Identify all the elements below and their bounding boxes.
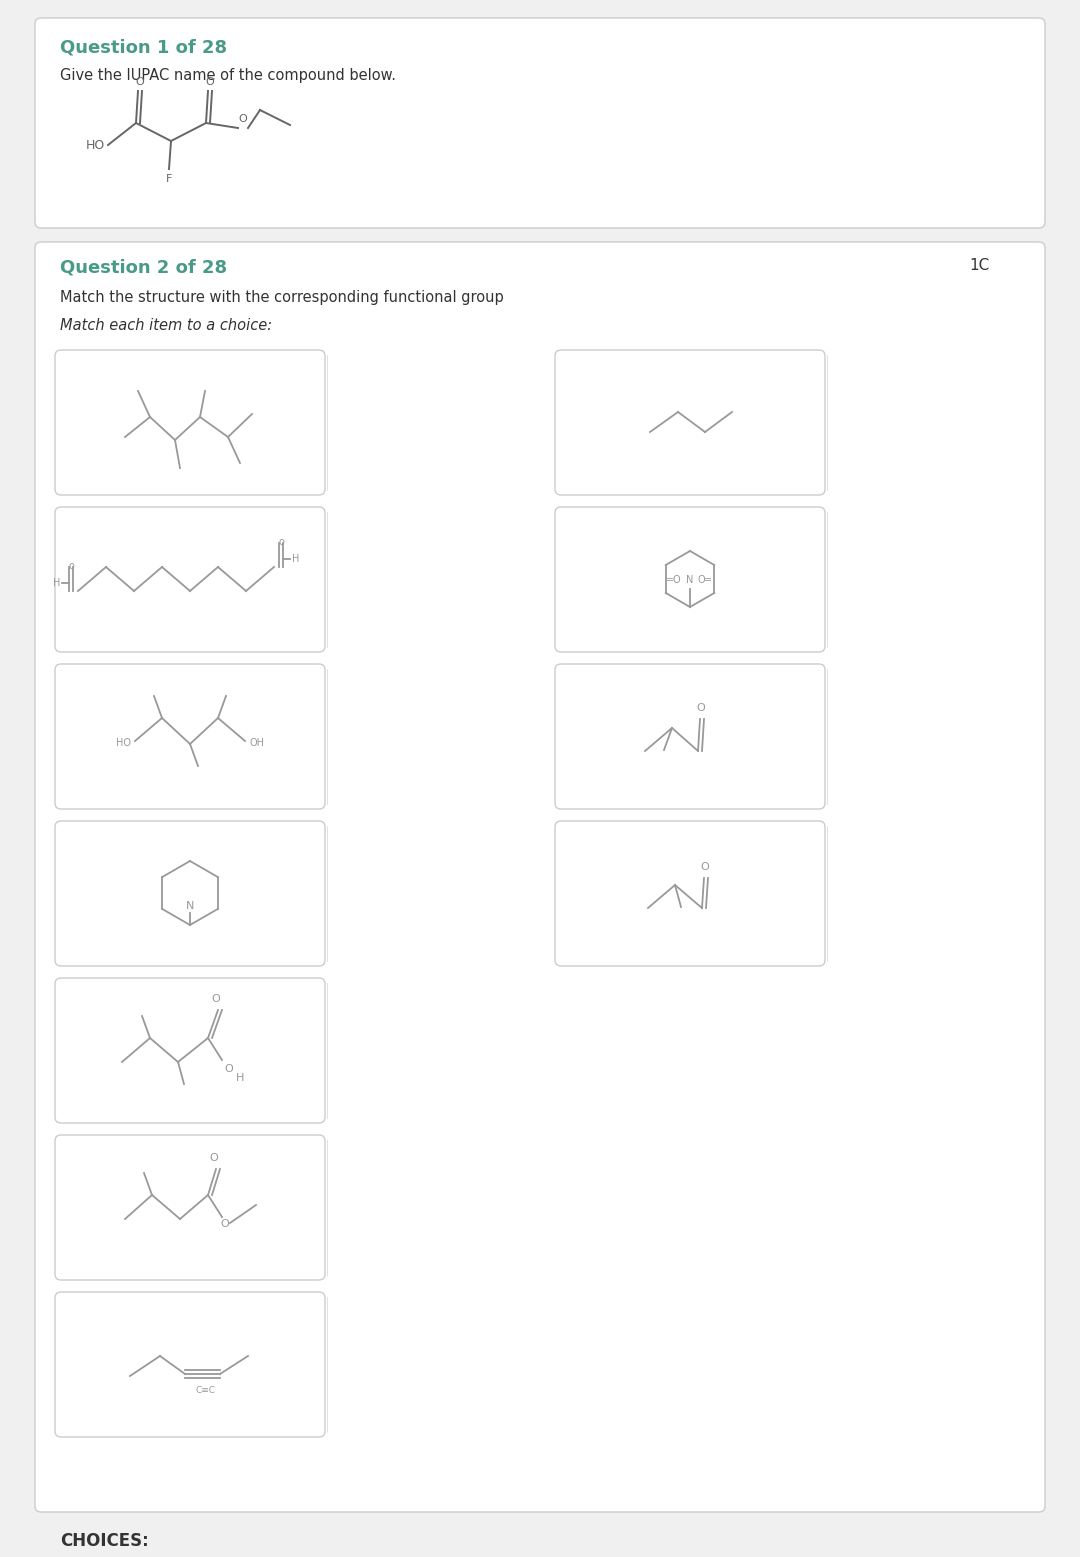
Text: =: = — [666, 575, 674, 585]
FancyBboxPatch shape — [55, 350, 325, 495]
Text: Question 1 of 28: Question 1 of 28 — [60, 37, 227, 56]
Text: O: O — [238, 114, 246, 125]
Text: HO: HO — [116, 738, 131, 747]
FancyBboxPatch shape — [555, 821, 825, 965]
Text: O: O — [220, 1219, 229, 1228]
FancyBboxPatch shape — [555, 350, 825, 495]
FancyBboxPatch shape — [555, 508, 825, 652]
Text: Question 2 of 28: Question 2 of 28 — [60, 258, 227, 276]
Text: O: O — [212, 993, 220, 1004]
Text: o: o — [68, 561, 73, 571]
Text: o: o — [278, 537, 284, 547]
Text: OH: OH — [249, 738, 264, 747]
Text: F: F — [166, 174, 172, 184]
Text: O: O — [701, 863, 710, 872]
Text: O: O — [698, 575, 705, 585]
Text: Match each item to a choice:: Match each item to a choice: — [60, 318, 272, 333]
Text: O: O — [136, 76, 145, 87]
Text: Match the structure with the corresponding functional group: Match the structure with the correspondi… — [60, 290, 503, 305]
FancyBboxPatch shape — [55, 1135, 325, 1280]
Text: C≡C: C≡C — [195, 1386, 215, 1395]
Text: H: H — [237, 1073, 244, 1084]
FancyBboxPatch shape — [35, 241, 1045, 1512]
Text: N: N — [186, 902, 194, 911]
FancyBboxPatch shape — [55, 978, 325, 1123]
Text: H: H — [292, 554, 299, 564]
FancyBboxPatch shape — [55, 508, 325, 652]
FancyBboxPatch shape — [35, 19, 1045, 227]
Text: O: O — [697, 704, 705, 713]
Text: O: O — [205, 76, 214, 87]
Text: O: O — [210, 1154, 218, 1163]
FancyBboxPatch shape — [555, 663, 825, 810]
FancyBboxPatch shape — [55, 663, 325, 810]
Text: O: O — [673, 575, 680, 585]
Text: H: H — [53, 578, 60, 589]
Text: =: = — [704, 575, 712, 585]
Text: HO: HO — [85, 139, 105, 151]
FancyBboxPatch shape — [55, 1292, 325, 1437]
Text: 1C: 1C — [970, 258, 990, 272]
Text: N: N — [686, 575, 693, 585]
Text: Give the IUPAC name of the compound below.: Give the IUPAC name of the compound belo… — [60, 69, 396, 83]
Text: O: O — [224, 1063, 233, 1074]
Text: CHOICES:: CHOICES: — [60, 1532, 149, 1551]
FancyBboxPatch shape — [55, 821, 325, 965]
